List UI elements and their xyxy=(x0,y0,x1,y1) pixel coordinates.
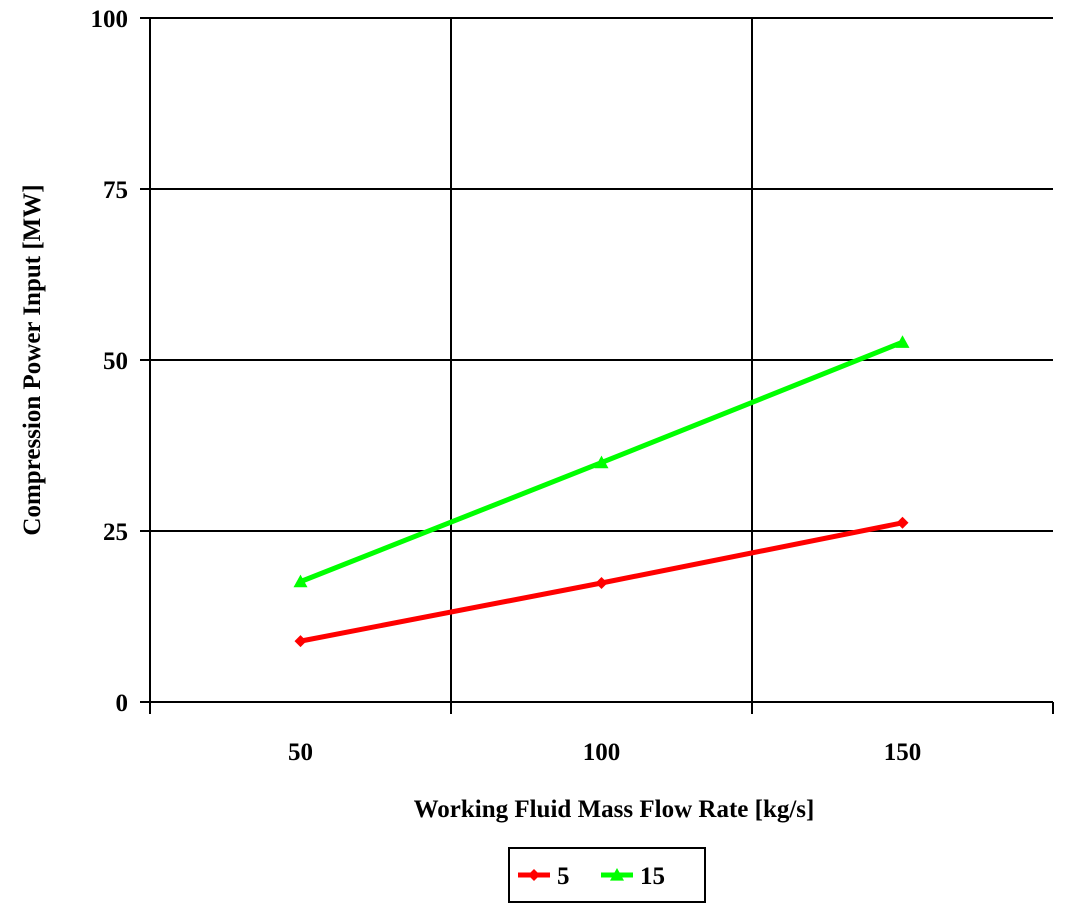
x-axis-title: Working Fluid Mass Flow Rate [kg/s] xyxy=(414,796,815,823)
series-layer xyxy=(293,335,910,648)
y-tick-label: 0 xyxy=(116,690,129,717)
y-tick-label: 75 xyxy=(103,177,128,204)
data-point-5 xyxy=(595,576,608,589)
y-tick-label: 100 xyxy=(91,6,129,33)
y-axis-title: Compression Power Input [MW] xyxy=(19,184,46,535)
legend-marker-15 xyxy=(610,868,624,881)
tick-label-layer: 0 25 50 75 100 50 100 150 xyxy=(91,6,922,766)
data-point-15 xyxy=(293,574,308,588)
y-tick-label: 25 xyxy=(103,519,128,546)
x-tick-label: 50 xyxy=(288,739,313,766)
data-point-15 xyxy=(895,335,910,348)
legend-marker-5 xyxy=(528,869,540,881)
data-point-5 xyxy=(896,516,909,529)
x-tick-label: 150 xyxy=(884,739,922,766)
axis-layer xyxy=(140,17,1054,714)
legend: 5 15 xyxy=(508,847,706,903)
grid-layer xyxy=(150,17,1053,702)
legend-label-15: 15 xyxy=(640,863,665,890)
x-tick-label: 100 xyxy=(583,739,621,766)
data-point-5 xyxy=(294,635,307,648)
data-point-15 xyxy=(594,455,609,469)
legend-items: 5 15 xyxy=(518,863,665,890)
legend-label-5: 5 xyxy=(557,863,570,890)
y-tick-label: 50 xyxy=(103,348,128,375)
